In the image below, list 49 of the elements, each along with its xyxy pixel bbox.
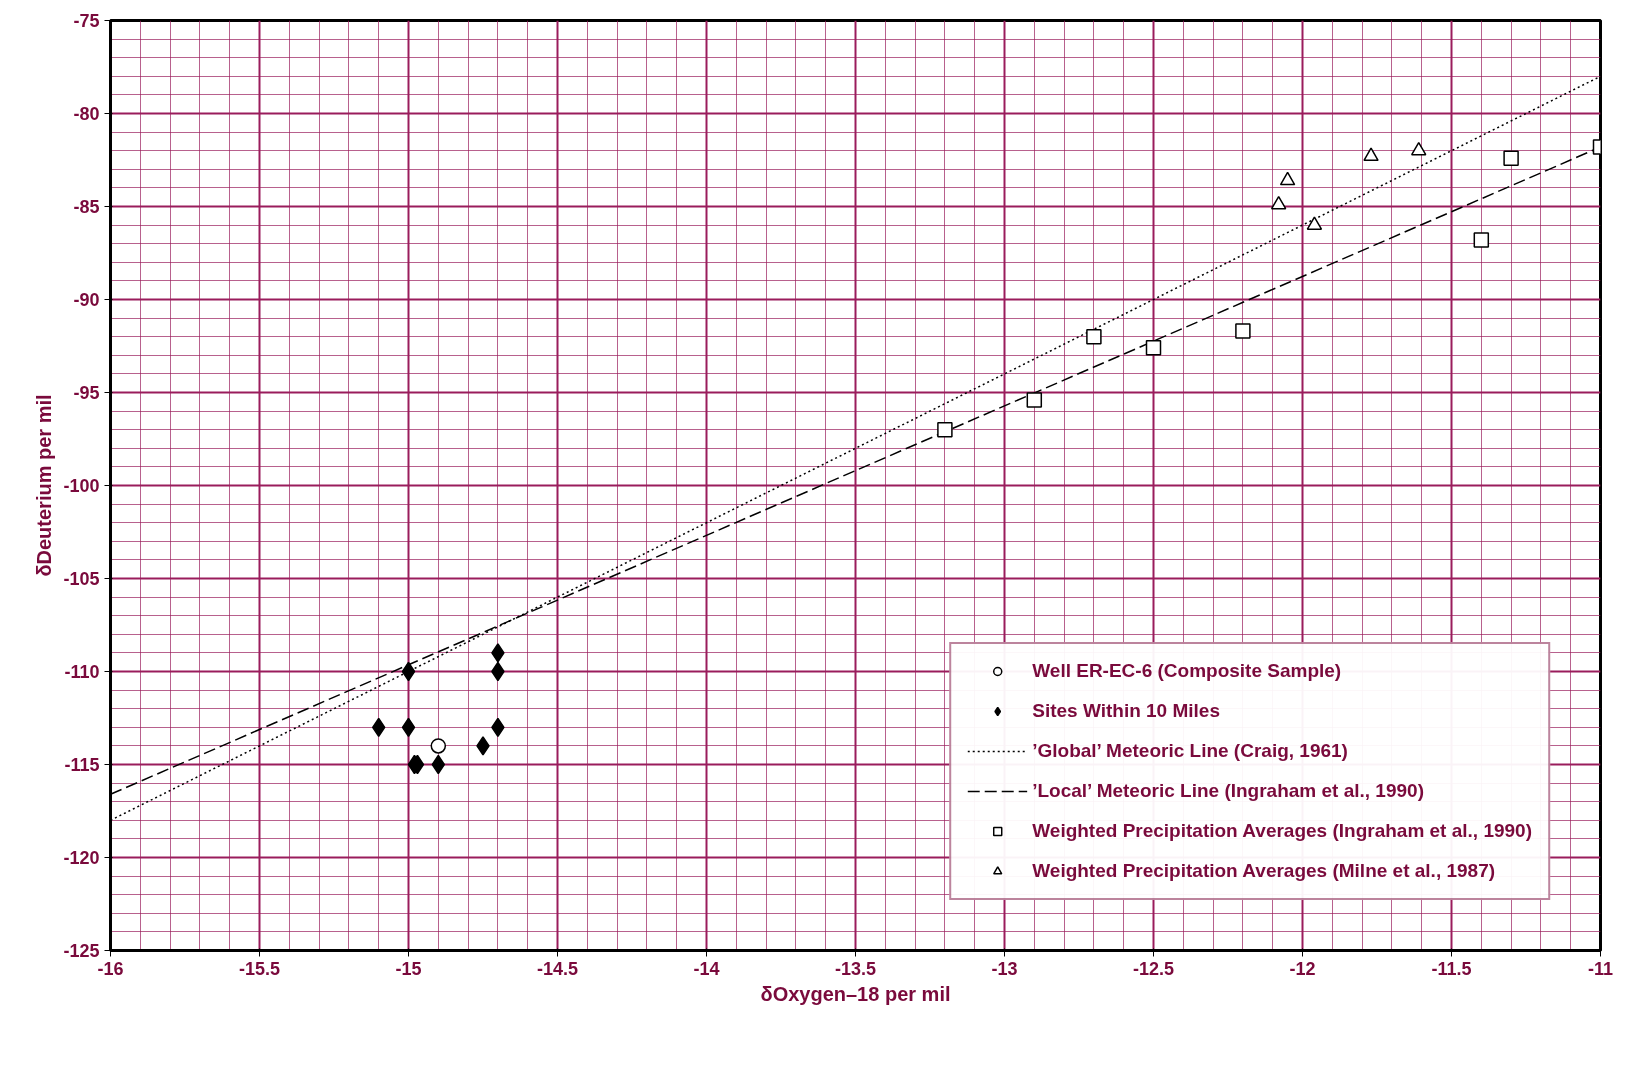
point [1145, 340, 1162, 356]
x-tick-label: -12 [1289, 958, 1316, 979]
y-tick-label: -95 [73, 383, 100, 403]
x-tick-label: -16 [97, 958, 124, 979]
y-tick-label: -125 [63, 941, 100, 961]
x-tick-label: -13.5 [834, 958, 877, 979]
point [491, 643, 505, 663]
point [1026, 392, 1043, 408]
point [1306, 216, 1323, 230]
y-tick-label: -120 [63, 848, 100, 868]
legend-label: Weighted Precipitation Averages (Ingraham et al., 1990) [1032, 820, 1532, 842]
y-tick-label: -110 [64, 662, 100, 682]
point [371, 717, 386, 738]
y-tick-label: -115 [64, 755, 100, 775]
point [1473, 232, 1490, 248]
x-tick-label: -11 [1587, 958, 1614, 979]
y-tick-label: -90 [73, 290, 100, 310]
y-tick-label: -105 [63, 569, 100, 589]
point [401, 661, 416, 682]
x-tick-label: -15.5 [238, 958, 281, 979]
point [1235, 323, 1251, 339]
point [431, 754, 446, 775]
x-tick-label: -13 [991, 958, 1018, 979]
legend-label: Sites Within 10 Miles [1032, 700, 1220, 722]
x-tick-label: -12.5 [1132, 958, 1175, 979]
legend-label: Well ER-EC-6 (Composite Sample) [1032, 660, 1342, 682]
point [430, 738, 447, 754]
x-axis-title: δOxygen–18 per mil [760, 982, 951, 1005]
y-tick-label: -80 [73, 104, 100, 124]
x-tick-label: -15 [395, 958, 422, 979]
x-tick-label: -14 [693, 958, 720, 979]
point [1270, 195, 1287, 210]
point [401, 717, 416, 738]
point [1086, 328, 1102, 345]
point [1279, 171, 1296, 186]
y-tick-label: -100 [63, 476, 100, 496]
legend-label: Weighted Precipitation Averages (Milne et al., 1987) [1032, 860, 1496, 882]
x-tick-label: -11.5 [1431, 958, 1472, 979]
x-tick-label: -14.5 [536, 958, 579, 979]
point [476, 736, 490, 756]
point [1363, 147, 1379, 162]
point [937, 421, 953, 438]
y-tick-label: -85 [73, 197, 100, 217]
y-tick-label: -75 [73, 11, 100, 31]
point [1503, 150, 1519, 166]
legend-label: ’Global’ Meteoric Line (Craig, 1961) [1032, 740, 1348, 762]
legend-label: ’Local’ Meteoric Line (Ingraham et al., 1990) [1032, 780, 1424, 802]
point [1410, 141, 1427, 156]
y-axis-title: δDeuterium per mil [33, 394, 56, 577]
